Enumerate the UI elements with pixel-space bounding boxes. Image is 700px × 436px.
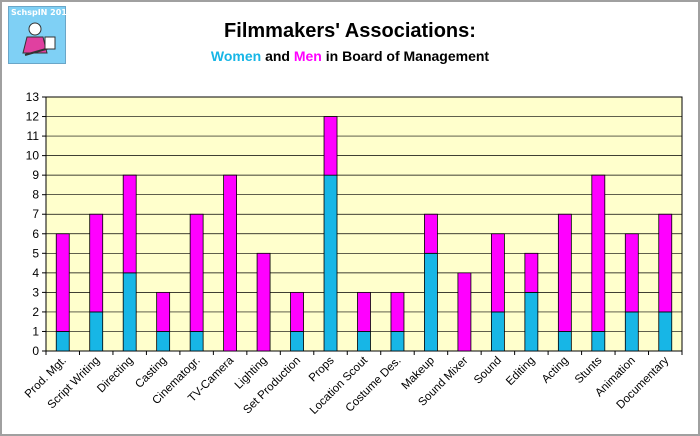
y-tick-label: 3 [32, 285, 39, 299]
bar-women [55, 331, 70, 352]
bar-men [457, 272, 472, 352]
bar-women [624, 311, 639, 352]
subtitle-rest: in Board of Management [325, 48, 490, 64]
bar-men [658, 213, 673, 313]
x-tick-label: Editing [504, 355, 537, 388]
bar-men [122, 174, 137, 274]
y-tick-label: 13 [26, 90, 40, 104]
y-tick-label: 9 [32, 168, 39, 182]
bar-women [591, 331, 606, 352]
bar-men [290, 291, 304, 332]
bar-women [390, 331, 405, 352]
bar-women [490, 311, 505, 352]
bar-men [89, 213, 104, 313]
y-tick-label: 2 [32, 305, 39, 319]
x-tick-label: Location Scout [308, 354, 371, 417]
bar-women [658, 311, 673, 352]
bar-men [256, 252, 271, 352]
bar-women [189, 331, 204, 352]
bar-women [323, 174, 338, 352]
bar-men [55, 233, 70, 332]
subtitle-women: Women [210, 48, 262, 64]
y-tick-label: 12 [26, 110, 40, 124]
bar-men [390, 291, 405, 332]
bar-men [189, 213, 204, 332]
y-tick-label: 0 [32, 344, 39, 358]
y-tick-label: 5 [32, 246, 39, 260]
bar-men [557, 213, 572, 332]
bar-men [624, 233, 639, 313]
bar-men [424, 213, 438, 254]
bar-women [557, 331, 572, 352]
schspin-logo: SchspIN 2014 [8, 6, 73, 64]
bar-men [323, 116, 338, 176]
bar-women [357, 331, 371, 352]
bar-men [156, 291, 171, 332]
y-tick-label: 4 [32, 266, 39, 280]
logo-figure-icon [22, 22, 56, 56]
bar-women [424, 252, 438, 352]
chart-title: Filmmakers' Associations: [224, 20, 476, 42]
bar-men [223, 174, 238, 352]
y-tick-label: 7 [32, 207, 39, 221]
bar-women [524, 291, 539, 352]
subtitle-men: Men [293, 48, 322, 64]
x-tick-label: Directing [95, 355, 136, 396]
bar-women [290, 331, 304, 352]
x-tick-label: Sound [472, 355, 504, 387]
bar-men [490, 233, 505, 313]
x-tick-label: Props [307, 354, 337, 384]
bar-men [524, 252, 539, 293]
bar-women [122, 272, 137, 352]
y-tick-label: 11 [27, 129, 40, 143]
bar-women [89, 311, 104, 352]
y-tick-label: 6 [32, 227, 39, 241]
subtitle-and: and [265, 48, 290, 64]
bar-women [156, 331, 171, 352]
bar-men [357, 291, 371, 332]
y-tick-label: 8 [32, 188, 39, 202]
bar-men [591, 174, 606, 332]
x-tick-label: Stunts [573, 354, 605, 386]
y-tick-label: 1 [32, 324, 39, 338]
y-tick-label: 10 [26, 149, 40, 163]
x-tick-label: Acting [540, 355, 571, 386]
chart-subtitle: Women and Men in Board of Management [0, 48, 700, 64]
logo-text: SchspIN 2014 [11, 8, 73, 17]
